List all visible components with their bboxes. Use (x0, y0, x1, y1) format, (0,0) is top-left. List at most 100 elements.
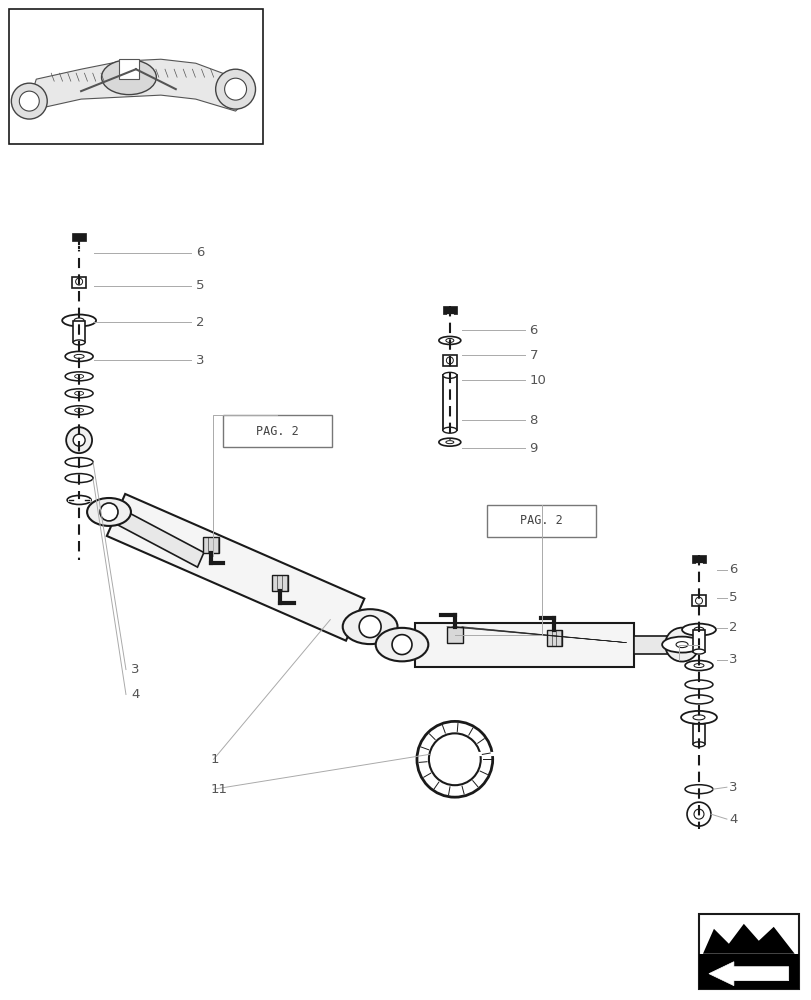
Bar (698, 914, 798, 989)
Bar (691, 595, 705, 606)
Circle shape (216, 69, 255, 109)
Bar (73, 320, 85, 342)
Bar (442, 306, 457, 314)
Bar (692, 724, 704, 744)
Ellipse shape (62, 315, 96, 326)
Circle shape (446, 357, 453, 364)
Ellipse shape (684, 695, 712, 704)
Text: 3: 3 (728, 781, 736, 794)
Ellipse shape (692, 649, 704, 654)
Text: PAG. 2: PAG. 2 (520, 514, 562, 527)
Text: 6: 6 (195, 246, 204, 259)
Text: 2: 2 (195, 316, 204, 329)
Bar (442, 355, 457, 366)
Bar (72, 233, 86, 241)
Circle shape (695, 597, 702, 604)
Text: 10: 10 (529, 374, 546, 387)
Text: 11: 11 (210, 783, 227, 796)
Text: 3: 3 (195, 354, 204, 367)
Ellipse shape (445, 441, 453, 444)
Text: 6: 6 (728, 563, 736, 576)
Bar (222, 415, 332, 447)
Text: 7: 7 (529, 349, 538, 362)
Bar (442, 375, 457, 430)
Ellipse shape (65, 351, 93, 361)
Ellipse shape (67, 496, 91, 504)
Circle shape (664, 628, 698, 662)
Ellipse shape (75, 391, 84, 395)
Circle shape (417, 721, 492, 797)
Polygon shape (414, 623, 633, 667)
Polygon shape (633, 636, 668, 654)
Ellipse shape (342, 609, 397, 644)
Ellipse shape (439, 336, 461, 344)
Text: 8: 8 (529, 414, 538, 427)
Ellipse shape (693, 627, 703, 632)
Text: 4: 4 (131, 688, 139, 701)
Ellipse shape (75, 374, 84, 378)
Ellipse shape (692, 715, 704, 720)
Ellipse shape (74, 354, 84, 358)
Circle shape (693, 809, 703, 819)
Text: PAG. 2: PAG. 2 (255, 425, 298, 438)
Ellipse shape (684, 661, 712, 671)
Bar (203, 537, 218, 553)
Polygon shape (708, 962, 787, 986)
Ellipse shape (692, 742, 704, 747)
Circle shape (428, 733, 480, 785)
Ellipse shape (439, 438, 461, 446)
Polygon shape (113, 508, 204, 567)
Bar (698, 954, 798, 989)
Bar (691, 555, 705, 563)
Text: 9: 9 (529, 442, 538, 455)
Circle shape (392, 635, 411, 655)
Text: 3: 3 (728, 653, 736, 666)
Text: 3: 3 (131, 663, 139, 676)
Polygon shape (26, 59, 245, 111)
Circle shape (686, 802, 710, 826)
Ellipse shape (75, 408, 84, 412)
Ellipse shape (680, 711, 716, 724)
Ellipse shape (65, 474, 93, 483)
Bar (446, 627, 462, 643)
Circle shape (66, 427, 92, 453)
Text: 4: 4 (728, 813, 736, 826)
Polygon shape (107, 494, 364, 641)
Circle shape (75, 278, 83, 285)
Ellipse shape (684, 680, 712, 689)
Ellipse shape (65, 389, 93, 398)
Ellipse shape (65, 372, 93, 381)
Ellipse shape (74, 318, 84, 323)
Ellipse shape (375, 628, 427, 661)
Ellipse shape (101, 60, 157, 95)
Ellipse shape (693, 664, 703, 668)
Text: 5: 5 (728, 591, 736, 604)
Bar (119, 59, 139, 79)
Bar (486, 505, 595, 537)
Ellipse shape (442, 372, 457, 378)
Bar (72, 277, 86, 288)
Ellipse shape (442, 427, 457, 433)
Text: 5: 5 (195, 279, 204, 292)
Bar (546, 630, 562, 646)
Text: 6: 6 (529, 324, 538, 337)
Ellipse shape (73, 340, 85, 345)
Text: 2: 2 (728, 621, 736, 634)
Circle shape (674, 638, 689, 652)
Ellipse shape (87, 498, 131, 526)
Ellipse shape (65, 406, 93, 415)
Circle shape (100, 503, 118, 521)
Circle shape (358, 616, 380, 638)
Bar (10, 9, 263, 144)
Ellipse shape (681, 624, 715, 636)
Ellipse shape (676, 642, 687, 648)
Ellipse shape (661, 637, 702, 653)
Text: 1: 1 (210, 753, 219, 766)
Bar (272, 575, 288, 591)
Bar (692, 630, 704, 652)
Circle shape (11, 83, 47, 119)
Circle shape (19, 91, 39, 111)
Ellipse shape (445, 338, 453, 342)
Circle shape (73, 434, 85, 446)
Polygon shape (702, 924, 794, 954)
